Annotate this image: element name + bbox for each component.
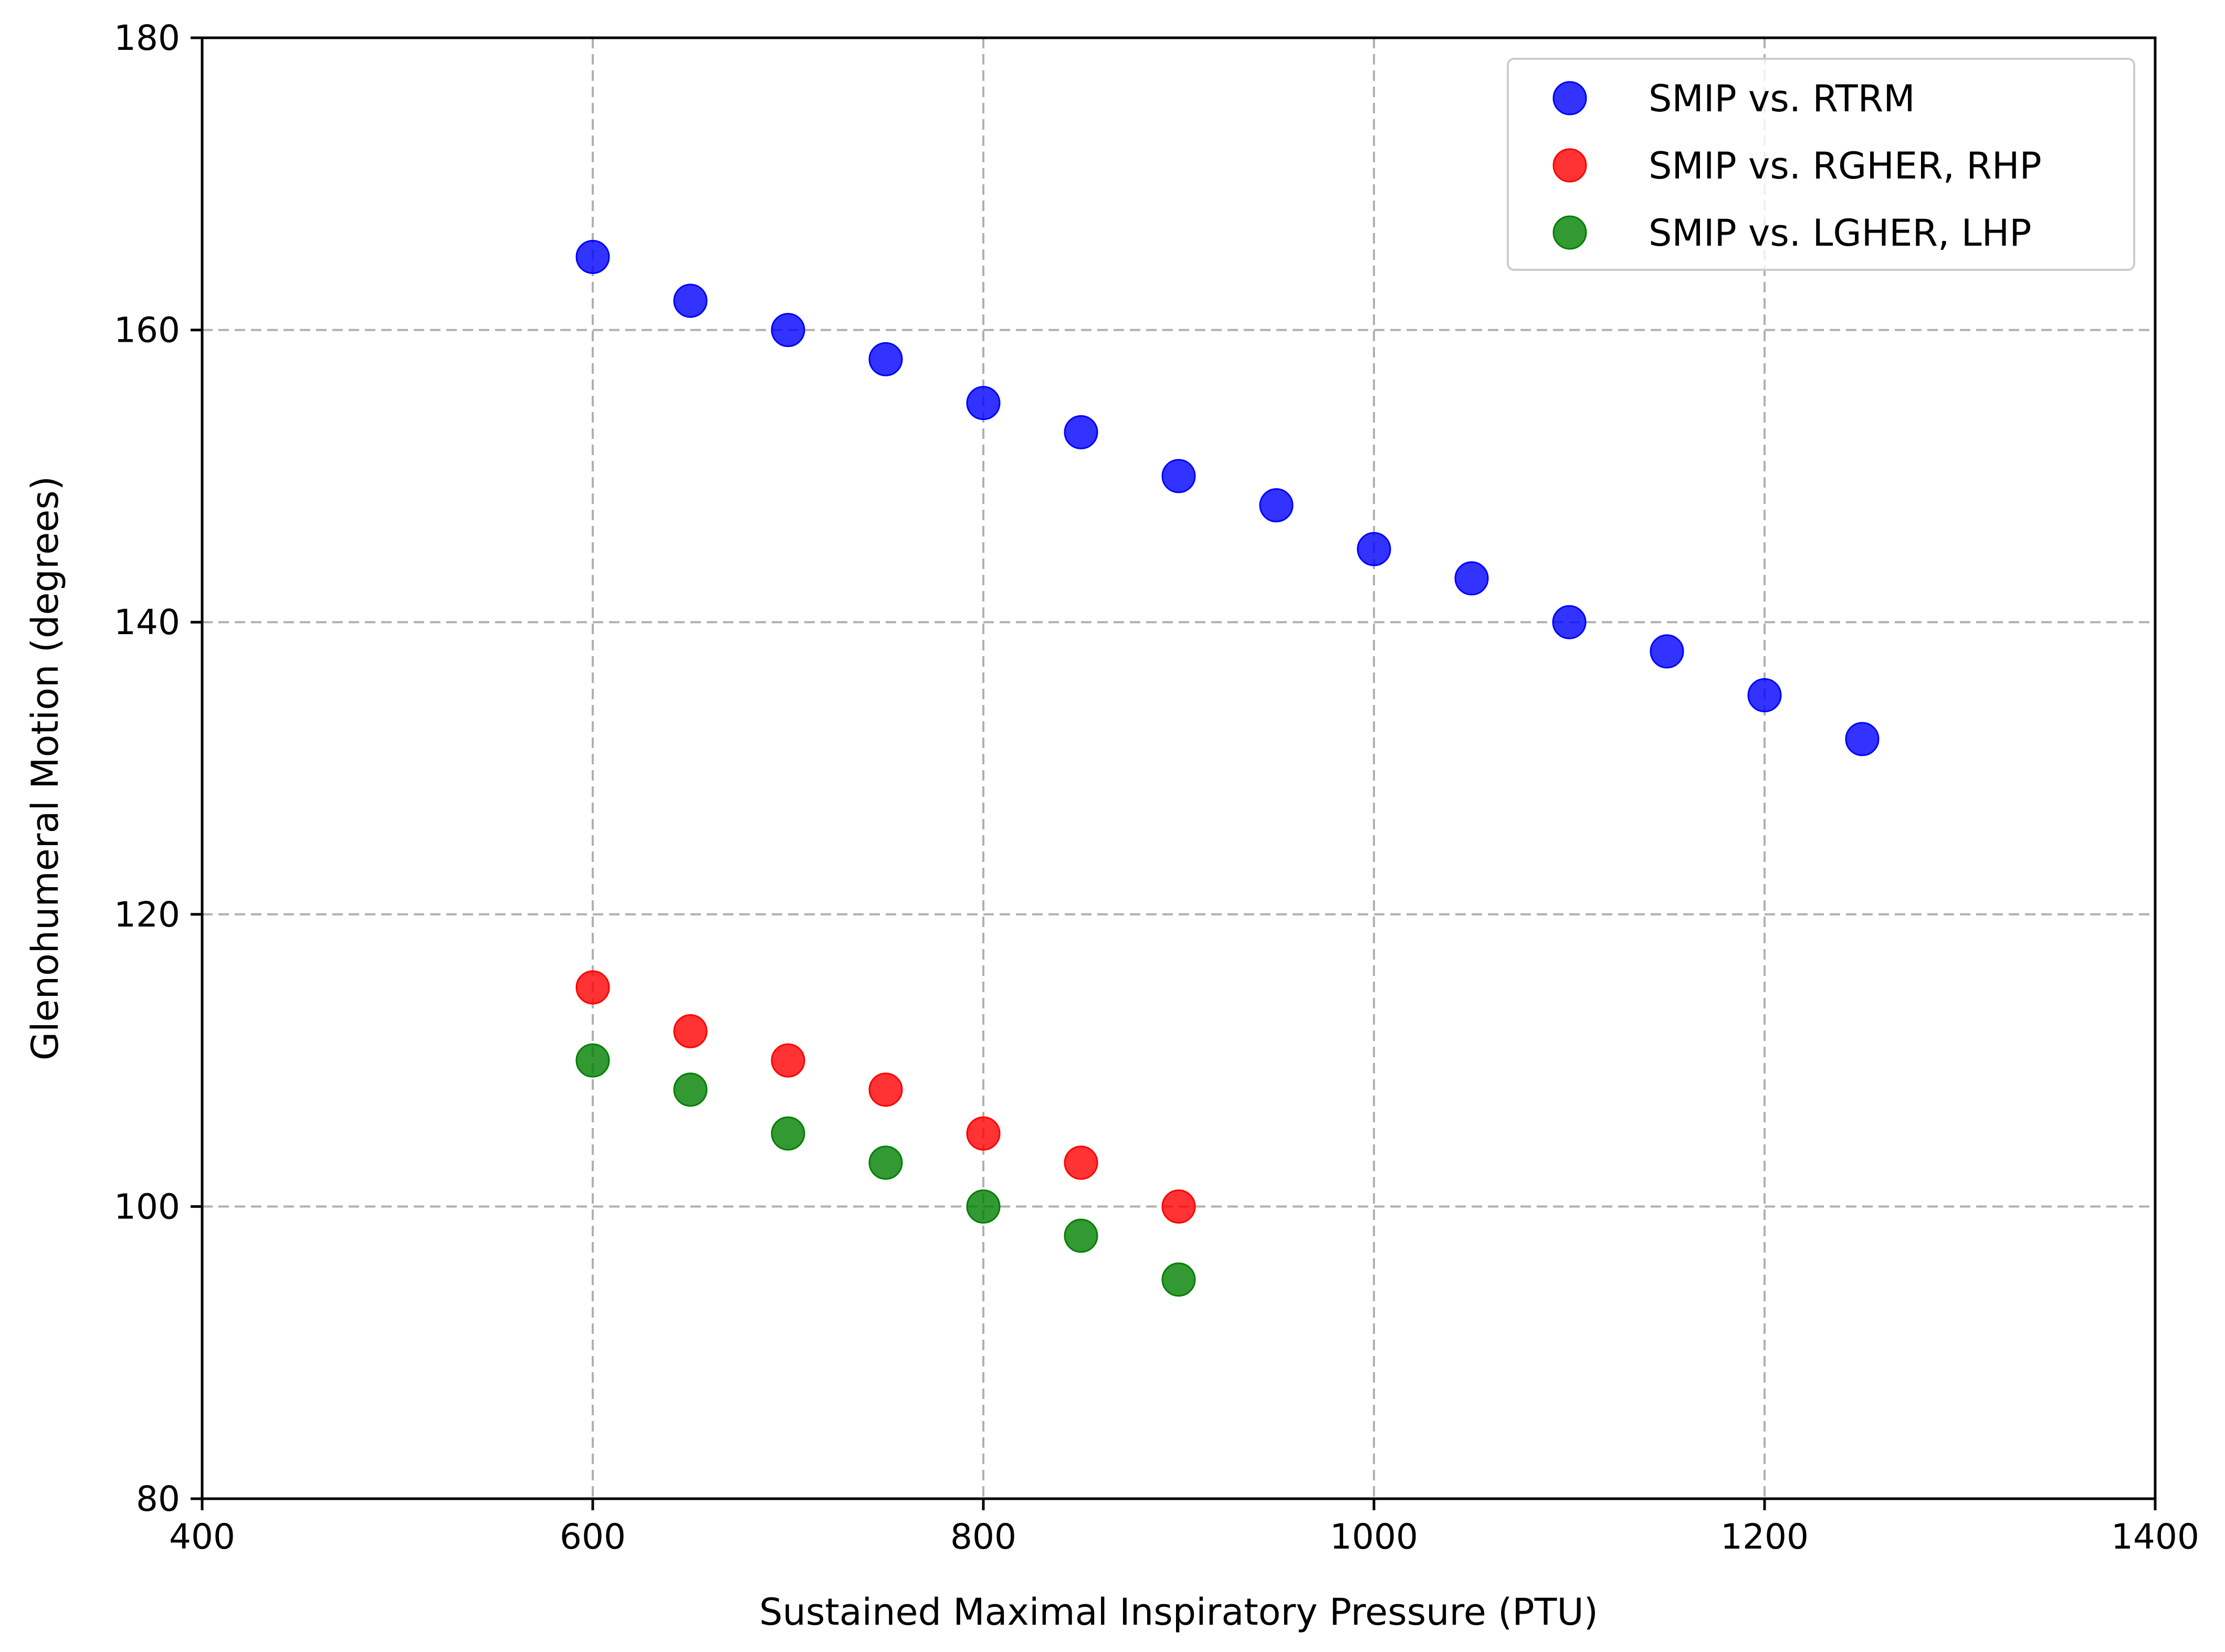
legend-marker bbox=[1552, 81, 1587, 115]
data-point-series-0 bbox=[1845, 722, 1880, 756]
y-tick-label: 100 bbox=[114, 1186, 180, 1227]
data-point-series-0 bbox=[771, 313, 805, 348]
x-tick-label: 800 bbox=[950, 1517, 1016, 1557]
data-point-series-2 bbox=[868, 1145, 903, 1180]
data-point-series-0 bbox=[1650, 634, 1684, 669]
data-point-series-2 bbox=[673, 1072, 708, 1107]
data-point-series-0 bbox=[1454, 561, 1489, 596]
data-point-series-2 bbox=[771, 1116, 805, 1151]
data-point-series-1 bbox=[868, 1072, 903, 1107]
data-point-series-0 bbox=[1161, 459, 1196, 493]
data-point-series-2 bbox=[1161, 1262, 1196, 1297]
data-point-series-2 bbox=[575, 1043, 610, 1078]
x-tick-label: 1000 bbox=[1330, 1517, 1418, 1557]
y-tick-label: 140 bbox=[114, 602, 180, 643]
legend-box bbox=[1507, 58, 2135, 271]
data-point-series-0 bbox=[673, 283, 708, 318]
legend-entry-label: SMIP vs. LGHER, LHP bbox=[1649, 212, 2031, 255]
data-point-series-1 bbox=[1064, 1145, 1098, 1180]
legend-entry-label: SMIP vs. RGHER, RHP bbox=[1649, 144, 2042, 187]
data-point-series-0 bbox=[868, 342, 903, 376]
y-tick-label: 160 bbox=[114, 310, 180, 351]
y-tick-label: 120 bbox=[114, 895, 180, 935]
x-axis-label: Sustained Maximal Inspiratory Pressure (… bbox=[759, 1591, 1598, 1634]
x-tick-label: 1200 bbox=[1720, 1517, 1809, 1557]
x-tick-label: 600 bbox=[560, 1517, 626, 1557]
x-tick-label: 1400 bbox=[2111, 1517, 2199, 1557]
y-axis-label: Glenohumeral Motion (degrees) bbox=[24, 476, 67, 1060]
legend: SMIP vs. RTRM SMIP vs. RGHER, RHP SMIP vs.… bbox=[1507, 58, 2135, 271]
legend-entry-label: SMIP vs. RTRM bbox=[1649, 77, 1915, 120]
data-point-series-0 bbox=[966, 386, 1001, 420]
data-points bbox=[575, 239, 1880, 1297]
data-point-series-1 bbox=[673, 1014, 708, 1048]
data-point-series-1 bbox=[771, 1043, 805, 1078]
y-tick-label: 180 bbox=[114, 18, 180, 58]
data-point-series-0 bbox=[1259, 488, 1294, 523]
data-point-series-0 bbox=[1552, 605, 1587, 639]
data-point-series-2 bbox=[966, 1189, 1001, 1224]
data-point-series-0 bbox=[1357, 532, 1391, 566]
data-point-series-0 bbox=[575, 239, 610, 274]
data-point-series-1 bbox=[966, 1116, 1001, 1151]
data-point-series-0 bbox=[1064, 415, 1098, 449]
x-tick-label: 400 bbox=[169, 1517, 235, 1557]
data-point-series-2 bbox=[1064, 1218, 1098, 1253]
data-point-series-0 bbox=[1747, 678, 1782, 712]
data-point-series-1 bbox=[575, 970, 610, 1005]
plot-frame bbox=[201, 36, 2157, 1500]
legend-marker bbox=[1552, 148, 1587, 183]
legend-marker bbox=[1552, 215, 1587, 250]
axis-ticks: 400 600 800 1000 1200 1400 80 100 120 140 160 180 bbox=[114, 18, 2199, 1557]
y-tick-label: 80 bbox=[136, 1479, 180, 1519]
data-point-series-1 bbox=[1161, 1189, 1196, 1224]
